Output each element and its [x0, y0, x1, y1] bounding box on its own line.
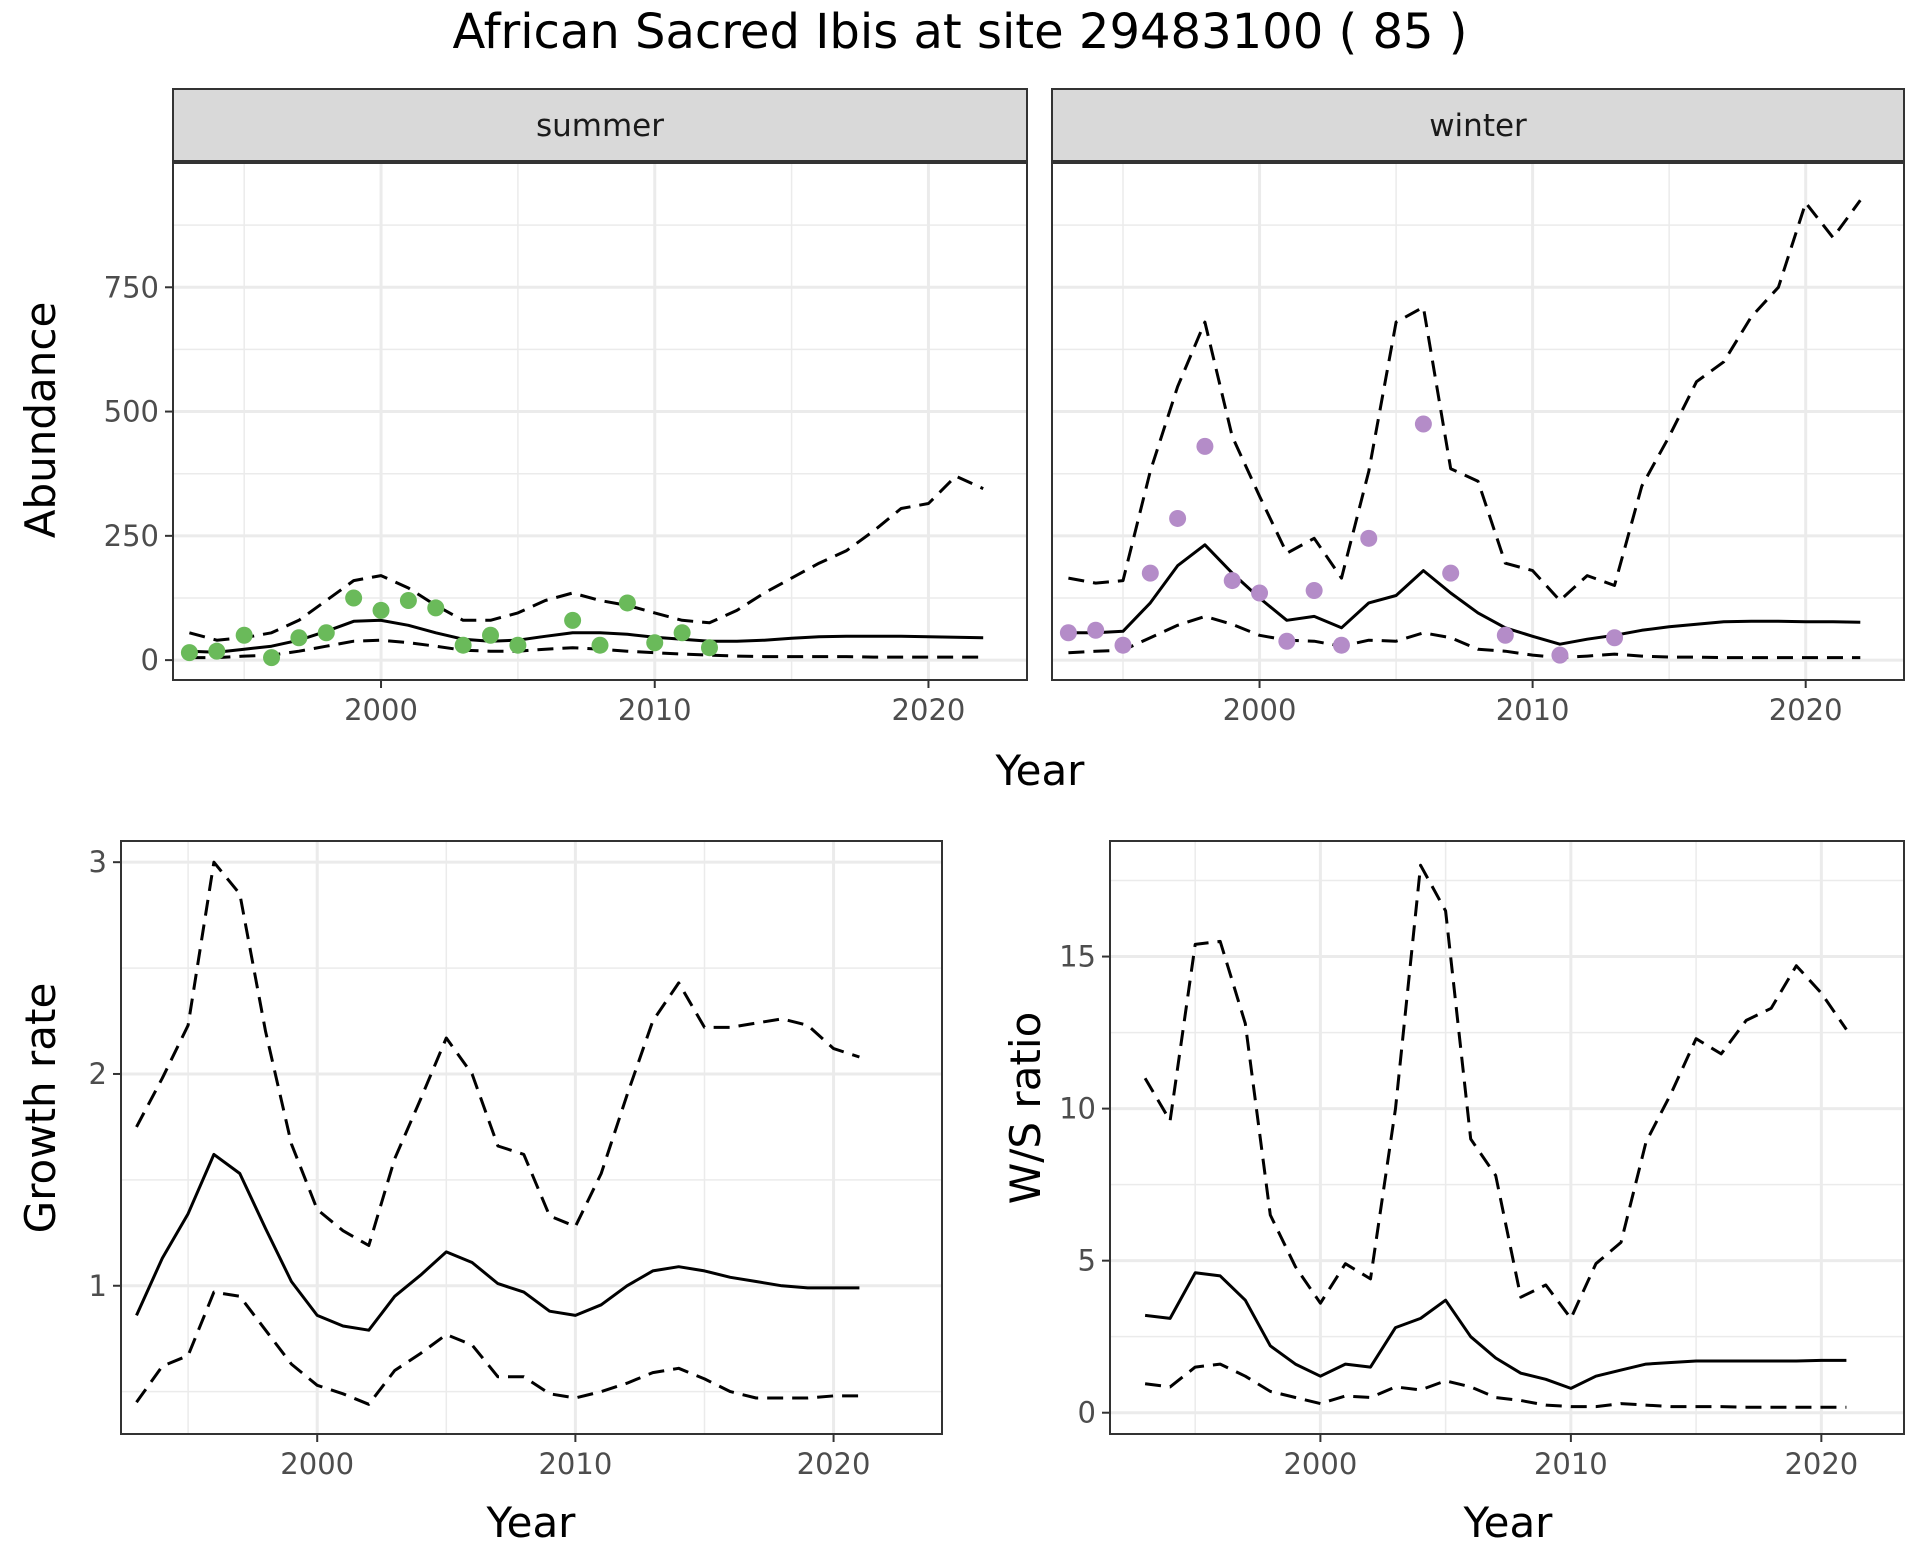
ratio-panel-border	[1109, 840, 1905, 1435]
ratio-mean-line	[1144, 1271, 1847, 1390]
summer-strip-label: summer	[536, 108, 664, 144]
summer-observed-point	[482, 626, 500, 644]
summer-observed-point	[673, 624, 691, 642]
growth-lower-line	[135, 1290, 860, 1406]
summer-observed-point	[317, 624, 335, 642]
winter-x-tick-label: 2010	[1496, 693, 1570, 727]
winter-observed-point	[1169, 509, 1187, 527]
ratio-y-tick-label: 10	[1059, 1092, 1096, 1126]
ratio-x-axis-title: Year	[1463, 1498, 1554, 1547]
ratio-y-axis-title: W/S ratio	[1001, 1012, 1050, 1205]
winter-observed-point	[1496, 626, 1514, 644]
winter-x-tick-label: 2000	[1223, 693, 1297, 727]
growth-plot-background	[121, 841, 942, 1434]
summer-observed-point	[454, 636, 472, 654]
growth-mean-line	[135, 1152, 860, 1332]
ratio-y-tick-label: 0	[1078, 1396, 1096, 1430]
winter-strip	[1051, 88, 1905, 162]
summer-plot-background	[173, 163, 1027, 680]
winter-observed-point	[1114, 636, 1132, 654]
winter-strip-label: winter	[1429, 108, 1527, 144]
winter-observed-point	[1196, 437, 1214, 455]
winter-observed-point	[1442, 564, 1460, 582]
summer-observed-point	[263, 649, 281, 667]
summer-observed-point	[646, 634, 664, 652]
growth-upper-line	[135, 860, 860, 1247]
summer-x-tick-label: 2020	[892, 693, 966, 727]
summer-y-tick-label: 500	[104, 395, 159, 429]
summer-observed-point	[235, 626, 253, 644]
summer-panel: 2000 2010 2020 0 250 500 750 summer	[104, 88, 1028, 727]
growth-x-tick-label: 2010	[538, 1447, 612, 1481]
summer-observed-point	[564, 611, 582, 629]
summer-observed-point	[208, 642, 226, 660]
summer-upper-line	[189, 474, 984, 642]
winter-observed-point	[1332, 636, 1350, 654]
summer-observed-point	[180, 644, 198, 662]
winter-x-tick-label: 2020	[1769, 693, 1843, 727]
summer-observed-point	[700, 639, 718, 657]
ratio-x-tick-label: 2020	[1784, 1447, 1858, 1481]
ratio-upper-line	[1143, 863, 1848, 1320]
summer-observed-point	[345, 589, 363, 607]
winter-observed-point	[1141, 564, 1159, 582]
growth-x-axis-title: Year	[486, 1498, 577, 1547]
winter-upper-line	[1068, 199, 1862, 602]
growth-y-tick-label: 1	[89, 1269, 107, 1303]
winter-observed-point	[1278, 632, 1296, 650]
ratio-y-tick-label: 5	[1078, 1244, 1096, 1278]
growth-panel: 2000 2010 2020 1 2 3	[89, 840, 943, 1481]
winter-observed-point	[1551, 646, 1569, 664]
summer-observed-point	[290, 629, 308, 647]
top-y-axis-title: Abundance	[16, 302, 65, 539]
growth-y-tick-label: 2	[89, 1057, 107, 1091]
summer-y-tick-label: 750	[104, 270, 159, 304]
ratio-panel: 2000 2010 2020 0 5 10 15	[1059, 840, 1905, 1481]
winter-observed-point	[1059, 624, 1077, 642]
figure-title: African Sacred Ibis at site 29483100 ( 8…	[452, 4, 1467, 60]
winter-observed-point	[1251, 584, 1269, 602]
growth-x-tick-label: 2000	[280, 1447, 354, 1481]
ratio-plot-background	[1110, 841, 1904, 1434]
winter-lower-line	[1068, 614, 1861, 660]
ratio-x-tick-label: 2010	[1534, 1447, 1608, 1481]
ratio-x-tick-label: 2000	[1283, 1447, 1357, 1481]
growth-y-tick-label: 3	[89, 845, 107, 879]
growth-y-axis-title: Growth rate	[16, 983, 65, 1234]
summer-panel-border	[172, 162, 1028, 681]
summer-observed-point	[399, 591, 417, 609]
top-x-axis-title: Year	[995, 746, 1086, 795]
winter-panel-border	[1051, 162, 1905, 681]
winter-observed-point	[1087, 621, 1105, 639]
ratio-lower-line	[1144, 1362, 1847, 1409]
summer-strip	[172, 88, 1028, 162]
winter-observed-point	[1360, 529, 1378, 547]
growth-x-tick-label: 2020	[797, 1447, 871, 1481]
winter-panel: 2000 2010 2020 winter	[1051, 88, 1905, 727]
winter-observed-point	[1223, 572, 1241, 590]
summer-observed-point	[509, 636, 527, 654]
winter-plot-background	[1052, 163, 1904, 680]
summer-y-tick-label: 0	[141, 643, 159, 677]
summer-x-tick-label: 2000	[344, 693, 418, 727]
summer-x-tick-label: 2010	[618, 693, 692, 727]
winter-mean-line	[1068, 543, 1861, 646]
summer-lower-line	[189, 638, 984, 660]
winter-observed-point	[1305, 582, 1323, 600]
summer-observed-point	[618, 594, 636, 612]
summer-observed-point	[591, 636, 609, 654]
growth-panel-border	[120, 840, 943, 1435]
ratio-y-tick-label: 15	[1059, 940, 1096, 974]
winter-observed-point	[1414, 415, 1432, 433]
summer-observed-point	[427, 599, 445, 617]
summer-observed-point	[372, 601, 390, 619]
winter-observed-point	[1606, 629, 1624, 647]
summer-y-tick-label: 250	[104, 519, 159, 553]
